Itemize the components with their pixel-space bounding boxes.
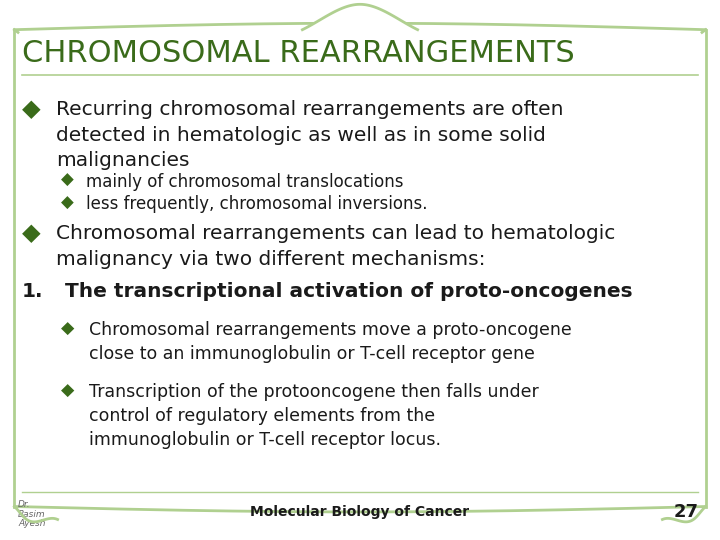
Text: Dr.: Dr. xyxy=(18,501,31,509)
Text: ◆: ◆ xyxy=(22,221,40,245)
Text: 27: 27 xyxy=(673,503,698,521)
Text: Ayesh: Ayesh xyxy=(18,519,45,528)
Text: Chromosomal rearrangements move a proto-oncogene
close to an immunoglobulin or T: Chromosomal rearrangements move a proto-… xyxy=(89,321,571,363)
Text: 1.: 1. xyxy=(22,282,43,301)
Text: less frequently, chromosomal inversions.: less frequently, chromosomal inversions. xyxy=(86,195,428,213)
Text: ◆: ◆ xyxy=(61,171,74,189)
Text: Basim: Basim xyxy=(18,510,45,518)
Text: Recurring chromosomal rearrangements are often
detected in hematologic as well a: Recurring chromosomal rearrangements are… xyxy=(56,100,564,171)
Text: ◆: ◆ xyxy=(61,194,74,212)
Text: Transcription of the protooncogene then falls under
control of regulatory elemen: Transcription of the protooncogene then … xyxy=(89,383,539,449)
Text: ◆: ◆ xyxy=(61,320,75,338)
Text: Molecular Biology of Cancer: Molecular Biology of Cancer xyxy=(251,505,469,519)
Text: ◆: ◆ xyxy=(61,382,75,400)
Text: CHROMOSOMAL REARRANGEMENTS: CHROMOSOMAL REARRANGEMENTS xyxy=(22,39,575,69)
Text: ◆: ◆ xyxy=(22,97,40,121)
Text: Chromosomal rearrangements can lead to hematologic
malignancy via two different : Chromosomal rearrangements can lead to h… xyxy=(56,224,616,269)
Text: mainly of chromosomal translocations: mainly of chromosomal translocations xyxy=(86,173,404,191)
Text: The transcriptional activation of proto-oncogenes: The transcriptional activation of proto-… xyxy=(65,282,632,301)
